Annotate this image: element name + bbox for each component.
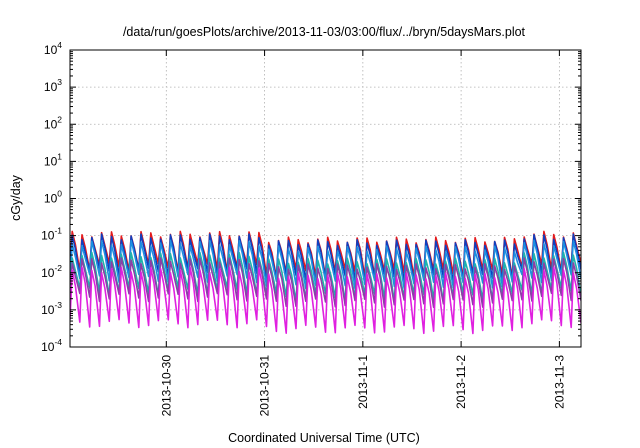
y-axis-label: cGy/day (9, 174, 23, 221)
x-tick-label: 2013-10-30 (159, 355, 173, 417)
chart-title: /data/run/goesPlots/archive/2013-11-03/0… (123, 25, 526, 39)
x-tick-label: 2013-11-1 (356, 355, 370, 409)
y-tick-label: 10-1 (41, 226, 62, 243)
series-group (70, 230, 581, 335)
x-axis: 2013-10-30 2013-10-31 2013-11-1 2013-11-2 20… (159, 50, 566, 416)
y-tick-label: 10-3 (41, 300, 62, 317)
x-tick-label: 2013-11-2 (454, 355, 468, 409)
series-line (70, 239, 581, 290)
x-tick-label: 2013-10-31 (258, 355, 272, 417)
y-tick-label: 102 (44, 114, 62, 131)
y-tick-label: 103 (44, 77, 62, 94)
y-tick-label: 100 (44, 189, 62, 206)
series-line (70, 257, 581, 309)
series-line (70, 266, 581, 335)
y-tick-label: 101 (44, 151, 62, 168)
x-axis-label: Coordinated Universal Time (UTC) (228, 431, 420, 445)
x-tick-label: 2013-11-3 (552, 355, 566, 409)
series-line (70, 251, 581, 303)
y-tick-label: 104 (44, 40, 62, 57)
y-tick-label: 10-2 (41, 263, 62, 280)
y-tick-label: 10-4 (41, 337, 62, 354)
